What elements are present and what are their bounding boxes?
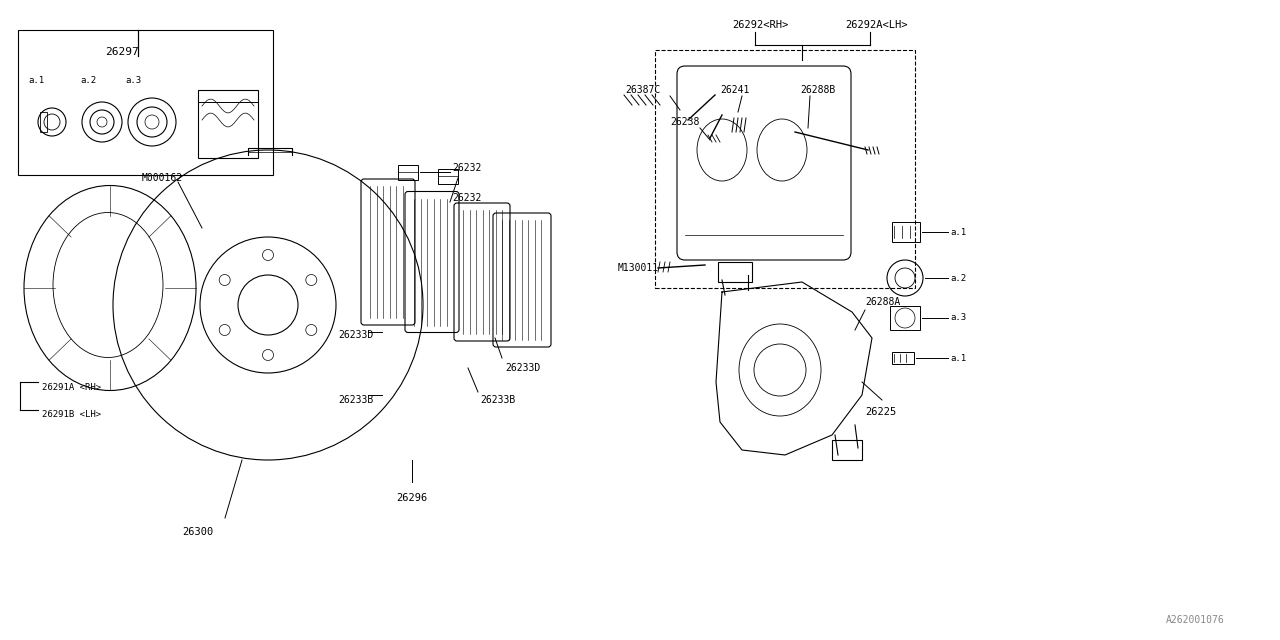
Text: 26225: 26225 (865, 407, 896, 417)
Bar (655, 50, 915, 288)
Text: 26296: 26296 (397, 493, 428, 503)
Text: 26292<RH>: 26292<RH> (732, 20, 788, 30)
Bar (832, 440, 861, 460)
Bar (438, 169, 458, 184)
Bar (18, 30, 273, 175)
Text: a.3: a.3 (125, 76, 141, 84)
Text: a.1: a.1 (950, 227, 966, 237)
Text: 26233B: 26233B (338, 395, 374, 405)
Text: a.1: a.1 (28, 76, 44, 84)
Text: M000162: M000162 (142, 173, 183, 183)
Text: 26288B: 26288B (800, 85, 836, 95)
Text: 26233B: 26233B (480, 395, 516, 405)
Text: 26292A<LH>: 26292A<LH> (845, 20, 908, 30)
Text: A262001076: A262001076 (1166, 615, 1225, 625)
Text: a.3: a.3 (950, 314, 966, 323)
Text: 26233D: 26233D (338, 330, 374, 340)
Bar (892, 352, 914, 364)
Text: 26238: 26238 (669, 117, 699, 127)
Text: 26232: 26232 (452, 163, 481, 173)
Text: 26387C: 26387C (625, 85, 660, 95)
Bar (890, 306, 920, 330)
Text: 26232: 26232 (452, 193, 481, 203)
Bar (892, 222, 920, 242)
Text: M130011: M130011 (618, 263, 659, 273)
Text: 26300: 26300 (182, 527, 214, 537)
Text: a.1: a.1 (950, 353, 966, 362)
Text: 26288A: 26288A (865, 297, 900, 307)
Bar (718, 262, 753, 282)
Text: a.2: a.2 (950, 273, 966, 282)
Text: 26241: 26241 (721, 85, 749, 95)
Text: 26297: 26297 (105, 47, 138, 57)
Bar (40, 112, 47, 132)
Bar (398, 165, 419, 180)
Text: 26233D: 26233D (506, 363, 540, 373)
Text: 26291B <LH>: 26291B <LH> (42, 410, 101, 419)
Bar (198, 90, 259, 158)
Text: a.2: a.2 (81, 76, 96, 84)
Text: 26291A <RH>: 26291A <RH> (42, 383, 101, 392)
